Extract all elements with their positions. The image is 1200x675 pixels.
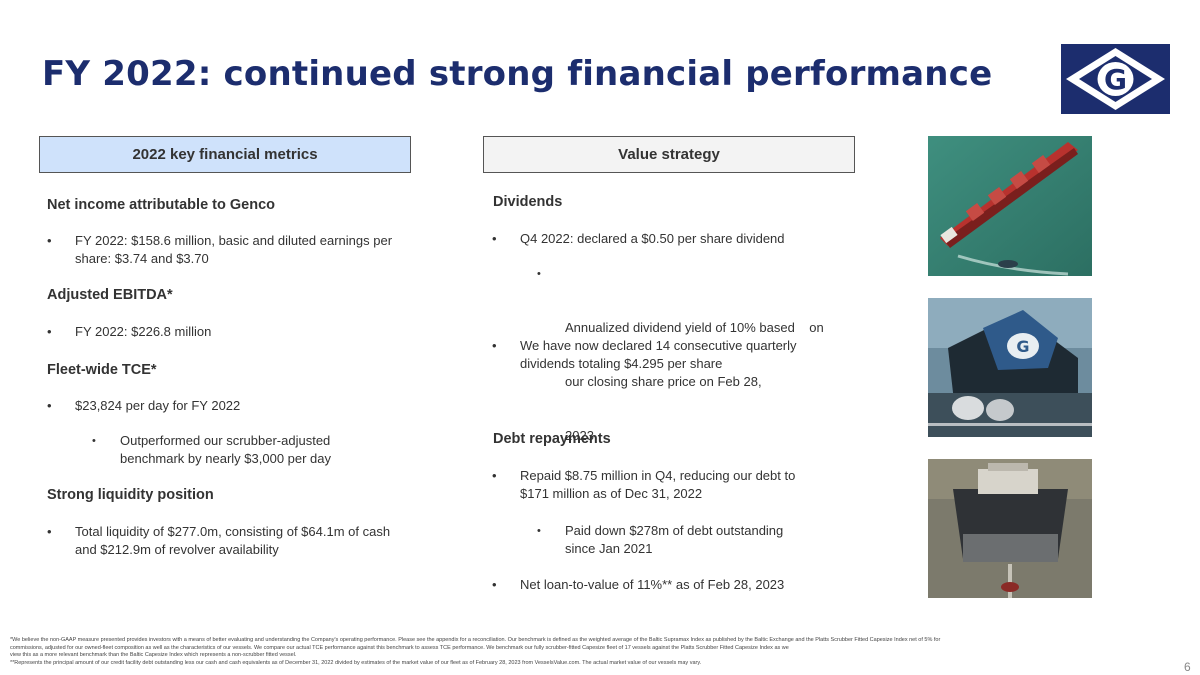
key-metrics-header: 2022 key financial metrics (39, 136, 411, 173)
debt-bullet-2: • Net loan-to-value of 11%** as of Feb 2… (492, 577, 785, 592)
dividends-heading: Dividends (493, 194, 563, 210)
page-title: FY 2022: continued strong financial perf… (42, 54, 993, 94)
dividends-bullet-1: • Q4 2022: declared a $0.50 per share di… (492, 231, 785, 246)
dividends-sub-bullet: • Annualized dividend yield of 10% based… (537, 268, 824, 443)
liquidity-bullet: • Total liquidity of $277.0m, consisting… (47, 524, 391, 557)
ebitda-bullet: • FY 2022: $226.8 million (47, 324, 212, 339)
liquidity-heading: Strong liquidity position (47, 487, 214, 503)
net-income-heading: Net income attributable to Genco (47, 197, 275, 213)
debt-heading: Debt repayments (493, 431, 611, 447)
value-strategy-header: Value strategy (483, 136, 855, 173)
dividends-bullet-2: • We have now declared 14 consecutive qu… (492, 338, 797, 371)
tce-sub-bullet: • Outperformed our scrubber-adjusted ben… (92, 433, 332, 466)
tce-heading: Fleet-wide TCE* (47, 362, 157, 378)
tce-bullet: • $23,824 per day for FY 2022 (47, 398, 241, 413)
net-income-bullet: • FY 2022: $158.6 million, basic and dil… (47, 233, 393, 266)
funnel-logo-letter: G (1016, 337, 1029, 356)
footnotes: *We believe the non-GAAP measure present… (10, 637, 941, 666)
ebitda-heading: Adjusted EBITDA* (47, 287, 173, 303)
page-number: 6 (1184, 660, 1191, 674)
ship-funnel-photo: G (928, 298, 1092, 437)
genco-logo: G (1061, 44, 1170, 114)
ship-aerial-photo (928, 136, 1092, 276)
ship-stern-photo (928, 459, 1092, 598)
debt-sub-bullet: • Paid down $278m of debt outstanding si… (537, 523, 784, 556)
logo-letter: G (1104, 63, 1127, 96)
debt-bullet-1: • Repaid $8.75 million in Q4, reducing o… (492, 468, 796, 501)
